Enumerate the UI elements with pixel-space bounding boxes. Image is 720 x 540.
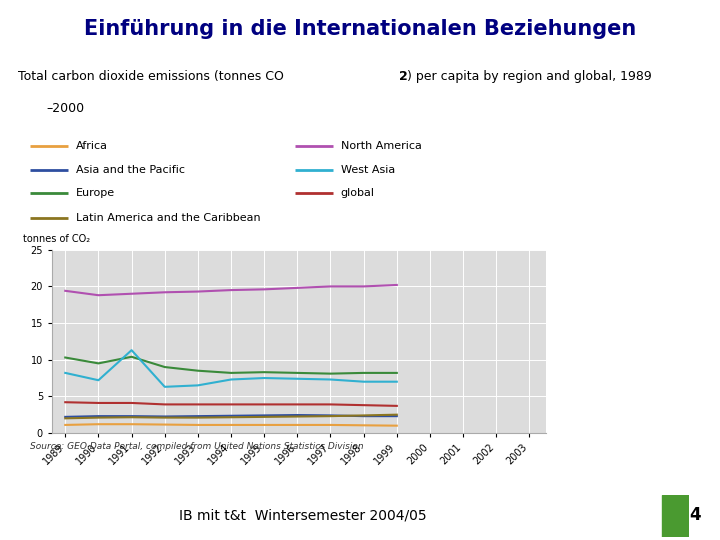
Text: tonnes of CO₂: tonnes of CO₂ bbox=[23, 234, 90, 244]
Text: North America: North America bbox=[341, 141, 422, 151]
Text: 4: 4 bbox=[689, 506, 701, 524]
Text: Asia and the Pacific: Asia and the Pacific bbox=[76, 165, 185, 175]
Text: –2000: –2000 bbox=[46, 102, 84, 115]
Text: 2: 2 bbox=[399, 70, 408, 83]
Text: Total carbon dioxide emissions (tonnes CO: Total carbon dioxide emissions (tonnes C… bbox=[18, 70, 284, 83]
Text: Europe: Europe bbox=[76, 188, 115, 198]
Text: Source: GEO Data Portal, compiled from United Nations Statistics Division: Source: GEO Data Portal, compiled from U… bbox=[30, 442, 364, 451]
Text: global: global bbox=[341, 188, 374, 198]
Text: Latin America and the Caribbean: Latin America and the Caribbean bbox=[76, 213, 261, 223]
Text: ) per capita by region and global, 1989: ) per capita by region and global, 1989 bbox=[408, 70, 652, 83]
Text: Africa: Africa bbox=[76, 141, 108, 151]
Text: Einführung in die Internationalen Beziehungen: Einführung in die Internationalen Bezieh… bbox=[84, 19, 636, 39]
Text: IB mit t&t  Wintersemester 2004/05: IB mit t&t Wintersemester 2004/05 bbox=[179, 508, 426, 522]
Bar bbox=[662, 495, 689, 537]
Text: West Asia: West Asia bbox=[341, 165, 395, 175]
